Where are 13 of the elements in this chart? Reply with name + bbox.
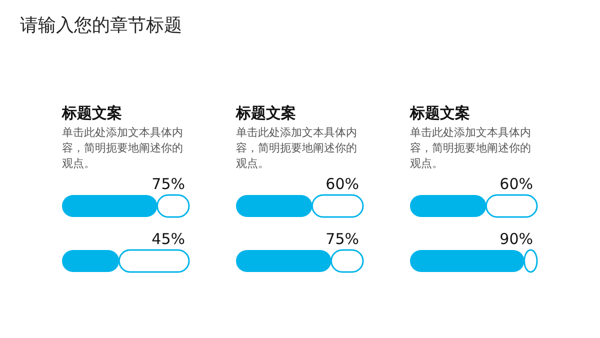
chart-subtitle: 单击此处添加文本具体内容，简明扼要地阐述你的观点。: [410, 126, 531, 170]
chart-subtitle: 单击此处添加文本具体内容，简明扼要地阐述你的观点。: [236, 126, 357, 170]
data-label: 90%: [500, 230, 533, 248]
data-label: 75%: [326, 230, 359, 248]
chart-subtitle: 单击此处添加文本具体内容，简明扼要地阐述你的观点。: [62, 126, 183, 170]
data-label: 60%: [326, 175, 359, 193]
chart-title: 标题文案: [61, 104, 122, 122]
text: 请输入您的章节标题: [20, 15, 182, 36]
chart-title: 标题文案: [409, 104, 470, 122]
data-label: 75%: [152, 175, 185, 193]
chart-title: 标题文案: [235, 104, 296, 122]
data-label: 60%: [500, 175, 533, 193]
data-label: 45%: [152, 230, 185, 248]
